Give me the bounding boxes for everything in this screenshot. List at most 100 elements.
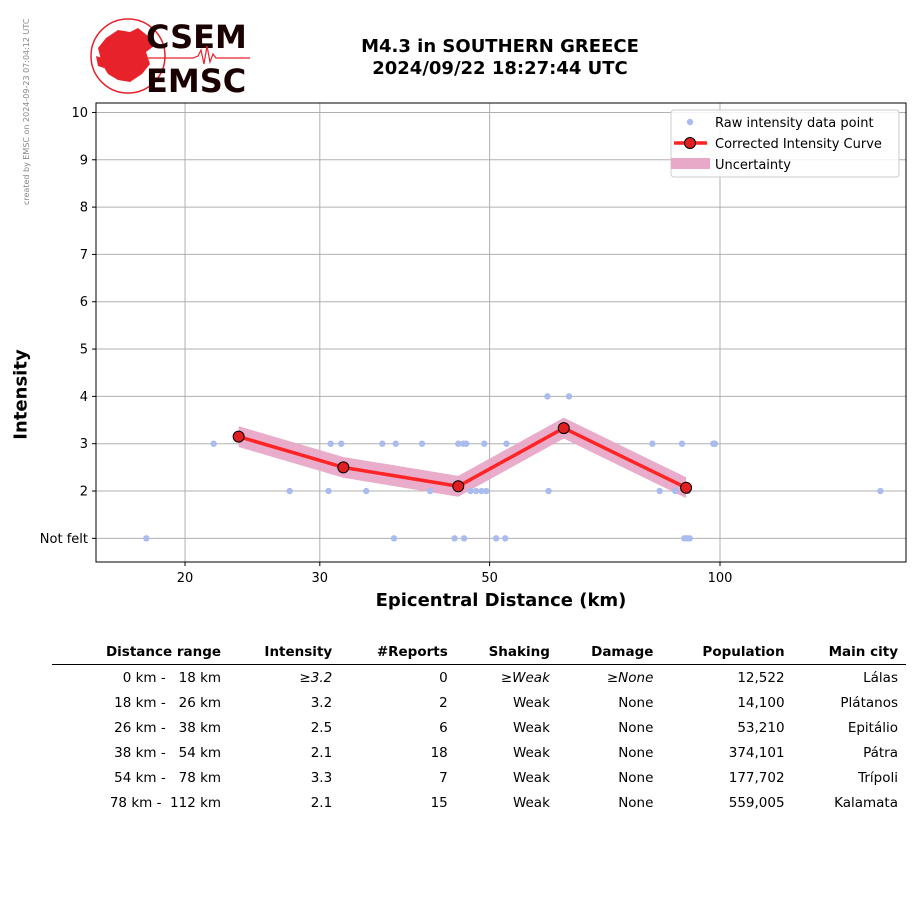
y-tick-label: 5: [80, 343, 88, 358]
raw-data-point: [565, 393, 573, 400]
raw-data-point: [711, 440, 719, 447]
raw-data-point: [460, 535, 468, 542]
cell-city: Trípoli: [858, 769, 898, 786]
cell-population: 177,702: [728, 769, 785, 786]
y-tick-label: Not felt: [40, 532, 88, 547]
raw-data-point: [325, 487, 332, 495]
uncertainty-area: [238, 417, 687, 499]
logo-line1: CSEM: [146, 18, 247, 56]
legend-band-label: Uncertainty: [715, 158, 791, 173]
y-tick-label: 9: [80, 153, 88, 168]
corrected-curve-point: [452, 480, 465, 493]
title-line2: 2024/09/22 18:27:44 UTC: [372, 58, 628, 79]
cell-reports: 0: [439, 669, 448, 686]
cell-reports: 6: [439, 719, 448, 736]
cell-damage: ≥None: [606, 669, 654, 686]
cell-shaking: Weak: [512, 694, 550, 711]
corrected-curve-point: [680, 481, 693, 494]
x-tick-label: 100: [708, 571, 733, 586]
cell-shaking: Weak: [512, 794, 550, 811]
raw-data-point: [545, 487, 552, 495]
cell-shaking: Weak: [512, 719, 550, 736]
table-row: 78 km - 112 km 2.1 15 Weak None 559,005 …: [52, 790, 906, 815]
cell-reports: 15: [430, 794, 448, 811]
cell-city: Epitálio: [847, 719, 898, 736]
raw-data-point: [492, 535, 500, 542]
x-tick-label: 30: [312, 571, 329, 586]
cell-range: 38 km - 54 km: [114, 744, 222, 761]
corrected-curve-point: [557, 422, 570, 435]
cell-population: 14,100: [737, 694, 785, 711]
intensity-chart: Not felt 2 3 4 5 6 7 8 9 10 20 30 50 100 Raw intensit…: [40, 102, 907, 586]
table-row: 26 km - 38 km 2.5 6 Weak None 53,210 Epi…: [52, 715, 906, 740]
cell-intensity: 2.1: [310, 794, 333, 811]
y-tick-label: 2: [80, 485, 88, 500]
table-row: 0 km - 18 km ≥3.2 0 ≥Weak ≥None 12,522 L…: [52, 665, 906, 691]
cell-city: Lálas: [863, 669, 898, 686]
raw-data-point: [379, 440, 386, 447]
legend-raw-marker: [686, 118, 694, 126]
cell-damage: None: [618, 744, 654, 761]
raw-data-point: [503, 440, 510, 447]
x-tick-label: 50: [481, 571, 498, 586]
cell-reports: 18: [430, 744, 448, 761]
table-row: 38 km - 54 km 2.1 18 Weak None 374,101 P…: [52, 740, 906, 765]
legend-raw-label: Raw intensity data point: [715, 116, 874, 131]
cell-reports: 7: [439, 769, 448, 786]
legend-curve-label: Corrected Intensity Curve: [715, 137, 882, 152]
cell-range: 54 km - 78 km: [114, 769, 222, 786]
raw-data-point: [656, 487, 663, 495]
y-tick-label: 4: [80, 390, 88, 405]
raw-data-point: [418, 440, 426, 447]
chart-title: M4.3 in SOUTHERN GREECE 2024/09/22 18:27…: [300, 36, 700, 80]
cell-range: 18 km - 26 km: [114, 694, 222, 711]
x-tick-label: 20: [177, 571, 194, 586]
raw-data-point: [467, 487, 474, 495]
raw-points: [143, 393, 884, 542]
header-distance: Distance range: [52, 640, 230, 665]
grid: [96, 103, 906, 562]
raw-data-point: [363, 487, 370, 495]
raw-data-point: [455, 440, 462, 447]
x-axis-label: Epicentral Distance (km): [375, 590, 627, 611]
y-tick-label: 10: [71, 106, 88, 121]
cell-intensity: 2.5: [310, 719, 333, 736]
cell-damage: None: [618, 794, 654, 811]
header-intensity: Intensity: [229, 640, 341, 665]
y-tick-label: 6: [80, 295, 88, 310]
cell-range: 26 km - 38 km: [114, 719, 222, 736]
cell-population: 53,210: [737, 719, 785, 736]
y-axis-label: Intensity: [10, 349, 32, 440]
cell-damage: None: [618, 694, 654, 711]
raw-data-point: [210, 440, 217, 447]
cell-shaking: Weak: [512, 744, 550, 761]
cell-range: 78 km - 112 km: [109, 794, 222, 811]
raw-data-point: [472, 487, 480, 495]
raw-data-point: [462, 440, 470, 447]
axes: Not felt 2 3 4 5 6 7 8 9 10 20 30 50 100: [40, 102, 907, 586]
raw-data-point: [451, 535, 458, 542]
cell-city: Pátra: [863, 744, 898, 761]
cell-range: 0 km - 18 km: [122, 669, 222, 686]
header-reports: #Reports: [340, 640, 456, 665]
y-tick-label: 3: [80, 437, 88, 452]
raw-data-point: [672, 487, 679, 495]
y-tick-label: 7: [80, 248, 88, 263]
title-line1: M4.3 in SOUTHERN GREECE: [361, 36, 639, 57]
raw-data-point: [338, 440, 345, 447]
raw-data-point: [478, 487, 485, 495]
legend-box: [670, 109, 900, 178]
corrected-curve-point: [232, 430, 245, 443]
cell-intensity: 3.3: [310, 769, 333, 786]
uncertainty-band: [238, 417, 687, 499]
table-header-row: Distance range Intensity #Reports Shakin…: [52, 640, 906, 665]
cell-population: 559,005: [728, 794, 785, 811]
raw-data-point: [426, 487, 434, 495]
cell-population: 12,522: [737, 669, 785, 686]
legend: Raw intensity data point Corrected Intens…: [670, 109, 900, 178]
cell-damage: None: [618, 769, 654, 786]
y-tick-label: 8: [80, 201, 88, 216]
plot-frame: [95, 102, 907, 563]
raw-data-point: [501, 535, 509, 542]
cell-intensity: 2.1: [310, 744, 333, 761]
